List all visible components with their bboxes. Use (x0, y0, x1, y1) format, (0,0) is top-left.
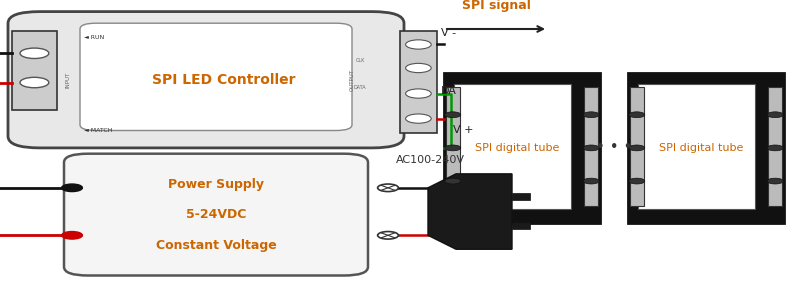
Text: ◄ MATCH: ◄ MATCH (84, 128, 113, 133)
Text: 5-24VDC: 5-24VDC (186, 208, 246, 221)
Text: • • •: • • • (596, 140, 632, 155)
Bar (584, 87, 598, 206)
Bar (454, 84, 571, 209)
Text: V +: V + (453, 125, 474, 135)
Circle shape (767, 178, 783, 184)
Circle shape (629, 145, 645, 151)
FancyBboxPatch shape (8, 12, 404, 148)
Text: ◄ RUN: ◄ RUN (84, 35, 104, 40)
Text: DATA: DATA (354, 86, 366, 90)
Text: DA: DA (441, 86, 457, 96)
Circle shape (583, 145, 599, 151)
Text: CLK: CLK (355, 58, 365, 63)
Text: AC100-240V: AC100-240V (396, 155, 465, 165)
Circle shape (406, 63, 431, 72)
Bar (512, 222, 530, 229)
Circle shape (62, 184, 82, 192)
Text: SPI digital tube: SPI digital tube (659, 143, 743, 153)
Text: SPI signal: SPI signal (462, 0, 530, 12)
Bar (638, 84, 755, 209)
Bar (446, 87, 460, 206)
Text: OUTPUT: OUTPUT (350, 69, 354, 91)
Circle shape (378, 231, 398, 239)
Circle shape (406, 89, 431, 98)
Circle shape (62, 231, 82, 239)
FancyBboxPatch shape (80, 23, 352, 130)
Circle shape (445, 145, 461, 151)
Circle shape (445, 178, 461, 184)
Circle shape (445, 112, 461, 118)
Circle shape (406, 114, 431, 123)
Text: Constant Voltage: Constant Voltage (156, 239, 276, 251)
Bar (12, 31, 57, 110)
Text: SPI LED Controller: SPI LED Controller (152, 73, 296, 87)
Circle shape (629, 178, 645, 184)
Bar (512, 193, 530, 200)
Circle shape (767, 112, 783, 118)
Bar (630, 87, 644, 206)
Circle shape (583, 112, 599, 118)
Circle shape (378, 184, 398, 192)
Circle shape (406, 40, 431, 49)
Bar (628, 72, 784, 223)
Bar (444, 72, 600, 223)
Text: Power Supply: Power Supply (168, 178, 264, 191)
Bar (768, 87, 782, 206)
Circle shape (20, 77, 49, 88)
Circle shape (767, 145, 783, 151)
Circle shape (20, 48, 49, 59)
Circle shape (629, 112, 645, 118)
FancyBboxPatch shape (64, 154, 368, 276)
Polygon shape (428, 174, 512, 249)
Text: SPI digital tube: SPI digital tube (475, 143, 559, 153)
Text: INPUT: INPUT (66, 72, 70, 88)
Circle shape (583, 178, 599, 184)
Text: V -: V - (441, 28, 456, 38)
Bar (400, 31, 437, 133)
